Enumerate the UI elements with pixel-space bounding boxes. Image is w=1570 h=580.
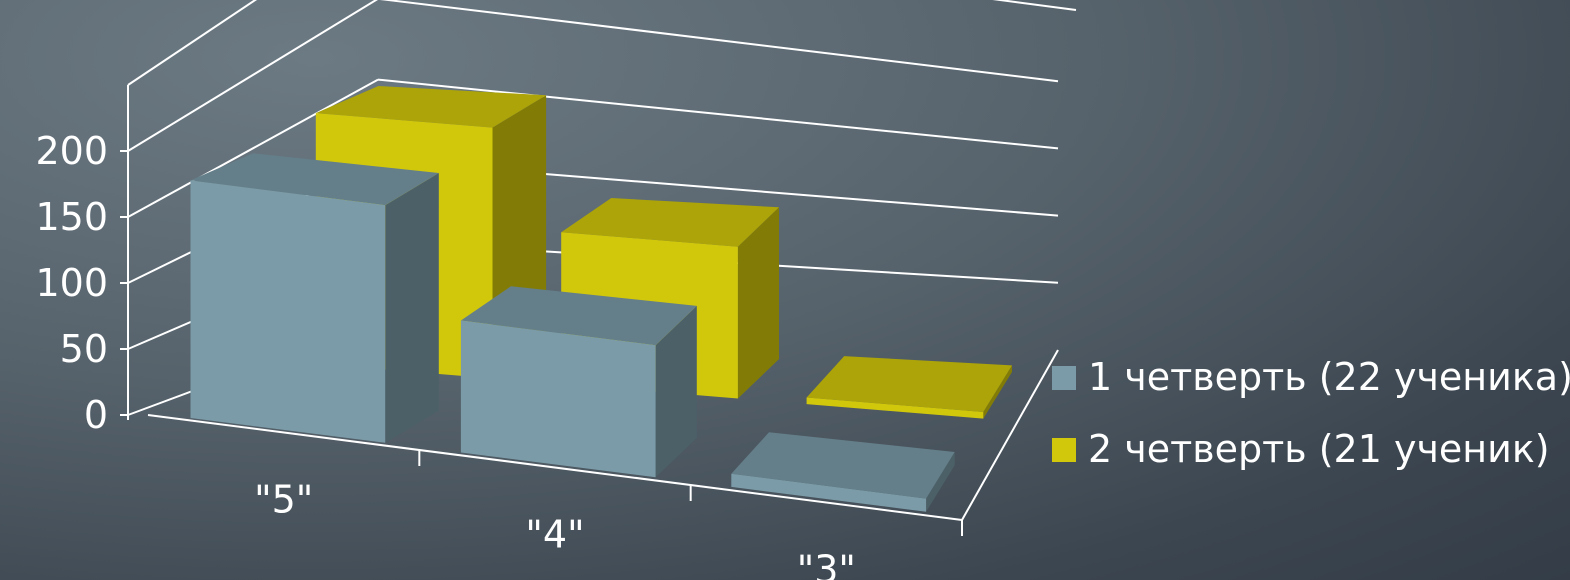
floor-right-edge [961,349,1059,521]
bar-side-face [926,452,955,512]
x-tick-label: "5" [254,478,313,522]
bar-side-face [737,207,779,399]
bar [190,180,386,443]
gridline-back [379,0,1059,83]
bar-side-face [983,365,1012,419]
bar-top-face [806,356,1012,412]
y-tick-label: 0 [84,393,108,437]
legend-label: 1 четверть (22 ученика) [1088,355,1570,399]
gridline-side [127,78,379,218]
gridline-side [127,0,258,86]
bar-top-face [190,153,439,206]
gridline-back [992,0,1077,11]
chart-plot-area: 0 50 100 150 200 "5" "4" "3" 1 четверть (22 учен… [35,0,1570,580]
bar-top-face [561,198,779,247]
legend-swatch [1052,366,1076,390]
y-tick-label: 100 [35,261,108,305]
gridline-side [127,0,378,152]
bar-top-face [315,86,547,128]
bar-top-face [460,286,697,346]
bar [731,473,927,512]
y-tick-label: 50 [60,327,108,371]
legend-label: 2 четверть (21 ученик) [1088,427,1550,471]
bar [460,320,656,478]
x-tick-label: "4" [525,513,584,557]
x-axis-line [147,414,963,521]
bar-side-face [385,173,439,443]
gridline-back [377,78,1059,150]
x-tick-label: "3" [797,548,856,580]
y-tick-label: 150 [35,195,108,239]
bar-top-face [731,432,955,499]
legend-swatch [1052,438,1076,462]
bar [806,397,984,419]
y-tick-label: 200 [35,129,108,173]
bar-side-face [655,305,697,478]
